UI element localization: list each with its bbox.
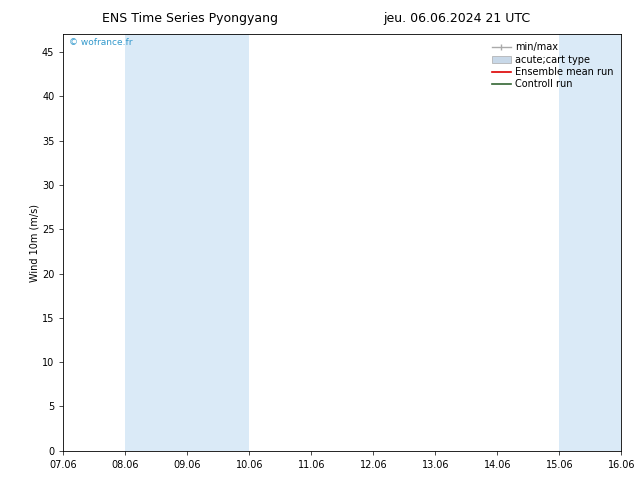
Text: ENS Time Series Pyongyang: ENS Time Series Pyongyang: [102, 12, 278, 25]
Y-axis label: Wind 10m (m/s): Wind 10m (m/s): [29, 203, 39, 282]
Bar: [559, 34, 634, 451]
Legend: min/max, acute;cart type, Ensemble mean run, Controll run: min/max, acute;cart type, Ensemble mean …: [489, 39, 616, 92]
Text: © wofrance.fr: © wofrance.fr: [69, 38, 133, 48]
Bar: [126, 34, 249, 451]
Text: jeu. 06.06.2024 21 UTC: jeu. 06.06.2024 21 UTC: [383, 12, 530, 25]
